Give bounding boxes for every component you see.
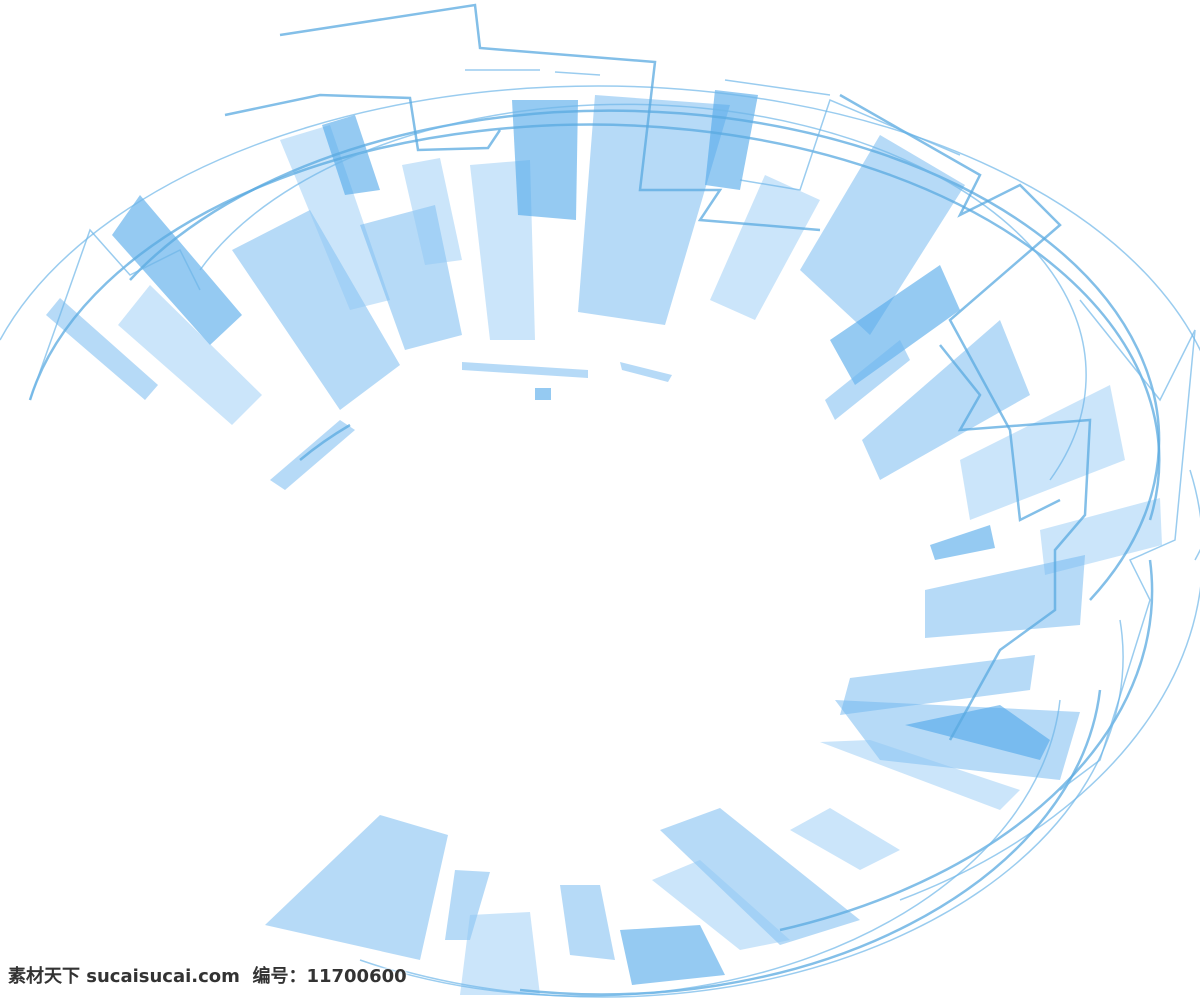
circuit-line xyxy=(28,123,1161,521)
panel-shape xyxy=(535,388,551,400)
panel-shape xyxy=(830,265,960,385)
circuit-line xyxy=(279,3,821,232)
panel-shape xyxy=(118,285,262,425)
panel-shape xyxy=(112,195,242,345)
panel-shape xyxy=(560,885,615,960)
panel-shape xyxy=(652,860,790,950)
line-group xyxy=(0,3,1200,998)
panel-shape xyxy=(462,362,588,378)
circuit-line xyxy=(724,79,831,96)
circuit-line xyxy=(0,85,1200,561)
panel-shape xyxy=(265,815,448,960)
panel-shape xyxy=(800,135,965,335)
panel-shape xyxy=(705,90,758,190)
panel-shape xyxy=(925,555,1085,638)
circuit-line xyxy=(739,98,961,191)
watermark: 素材天下 sucaisucai.com 编号：11700600 xyxy=(8,966,407,987)
circuit-line xyxy=(129,109,1161,601)
panel-shape xyxy=(930,525,995,560)
panel-shape xyxy=(790,808,900,870)
circuit-line xyxy=(939,344,1092,741)
panel-shape xyxy=(402,158,462,265)
circuit-line xyxy=(554,71,601,76)
panel-shape xyxy=(960,385,1125,520)
circuit-line xyxy=(224,93,502,152)
panel-shape xyxy=(232,210,400,410)
panel-shape xyxy=(825,340,910,420)
panel-shape xyxy=(460,912,540,995)
circuit-line xyxy=(359,699,1061,997)
circuit-line xyxy=(1059,299,1196,791)
panel-shape xyxy=(445,870,490,940)
panel-shape xyxy=(620,925,725,985)
panel-shape xyxy=(1040,498,1162,575)
panel-shape xyxy=(710,175,820,320)
panel-shape xyxy=(840,655,1035,715)
panel-shape xyxy=(270,420,355,490)
panel-shape xyxy=(620,362,672,382)
circuit-line xyxy=(899,469,1200,901)
panel-shape xyxy=(360,205,462,350)
circuit-line xyxy=(779,559,1154,932)
panel-shape xyxy=(578,95,730,325)
panel-shape xyxy=(905,705,1050,760)
panel-shape xyxy=(280,125,390,310)
panel-shape xyxy=(660,808,860,945)
panel-shape xyxy=(512,100,578,220)
panel-shape xyxy=(862,320,1030,480)
circuit-line xyxy=(839,93,1062,522)
panel-shape xyxy=(820,740,1020,810)
panel-shape xyxy=(46,298,158,400)
circuit-line xyxy=(299,423,351,461)
circuit-line xyxy=(199,103,1087,481)
shape-group xyxy=(46,90,1162,995)
circuit-line xyxy=(29,228,201,401)
